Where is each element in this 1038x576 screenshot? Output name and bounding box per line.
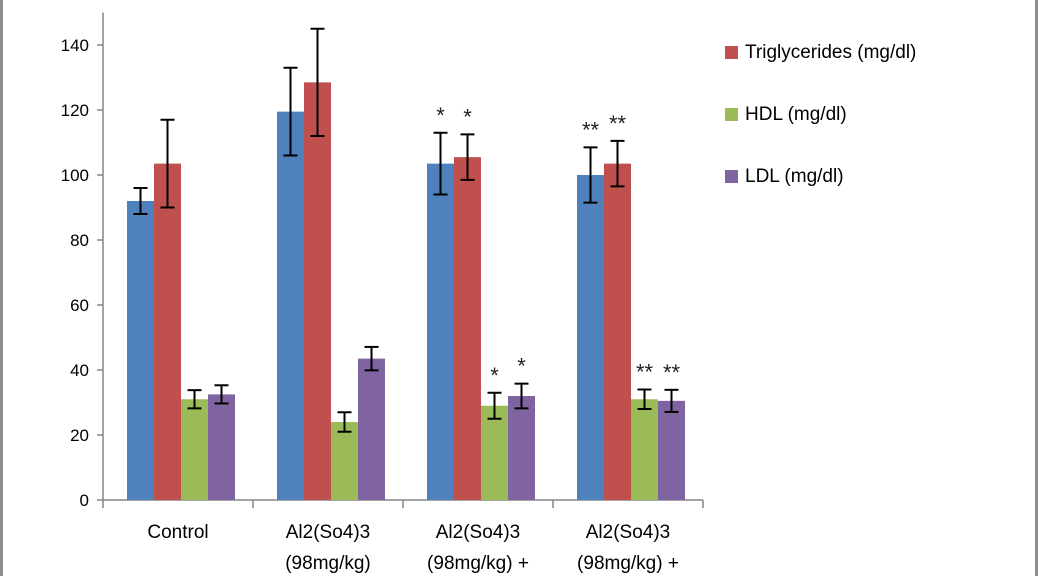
y-tick-label: 100 bbox=[61, 166, 89, 185]
bar bbox=[481, 405, 508, 500]
x-category-label: Al2(So4)3 bbox=[286, 522, 371, 543]
bar bbox=[358, 358, 385, 500]
significance-marker: ** bbox=[663, 360, 681, 385]
bar bbox=[508, 396, 535, 500]
legend-swatch bbox=[725, 46, 738, 59]
significance-marker: ** bbox=[636, 360, 654, 385]
y-tick-label: 80 bbox=[70, 231, 89, 250]
bar bbox=[658, 400, 685, 500]
bar bbox=[277, 111, 304, 500]
legend-swatch bbox=[725, 170, 738, 183]
significance-marker: * bbox=[436, 103, 445, 128]
x-category-label: (98mg/kg) + bbox=[577, 553, 679, 574]
significance-marker: ** bbox=[609, 111, 627, 136]
x-category-label: Control bbox=[147, 522, 208, 543]
bar bbox=[604, 163, 631, 500]
significance-marker: * bbox=[463, 104, 472, 129]
y-tick-label: 60 bbox=[70, 296, 89, 315]
significance-marker: * bbox=[517, 354, 526, 379]
significance-marker: * bbox=[490, 363, 499, 388]
legend-label: Triglycerides (mg/dl) bbox=[745, 42, 916, 63]
y-tick-label: 140 bbox=[61, 36, 89, 55]
x-category-label: (98mg/kg) bbox=[285, 553, 371, 574]
bar bbox=[304, 82, 331, 500]
y-tick-label: 20 bbox=[70, 426, 89, 445]
legend-swatch bbox=[725, 108, 738, 121]
legend-label: HDL (mg/dl) bbox=[745, 104, 847, 125]
x-category-label: Al2(So4)3 bbox=[436, 522, 521, 543]
bar bbox=[331, 422, 358, 500]
bar bbox=[181, 399, 208, 500]
bar bbox=[454, 157, 481, 500]
bar bbox=[631, 399, 658, 500]
bar bbox=[577, 175, 604, 500]
bar-chart: 0 20 40 60 80 100 120 140 Control Al2(So4)3 (98mg/… bbox=[61, 12, 916, 574]
y-tick-label: 120 bbox=[61, 101, 89, 120]
y-tick-label: 0 bbox=[80, 491, 89, 510]
x-category-label: Al2(So4)3 bbox=[586, 522, 671, 543]
bar bbox=[208, 394, 235, 500]
x-category-label: (98mg/kg) + bbox=[427, 553, 529, 574]
bar bbox=[427, 163, 454, 500]
significance-marker: ** bbox=[582, 117, 600, 142]
bar bbox=[154, 163, 181, 500]
legend-label: LDL (mg/dl) bbox=[745, 166, 844, 187]
bar bbox=[127, 201, 154, 500]
y-tick-label: 40 bbox=[70, 361, 89, 380]
